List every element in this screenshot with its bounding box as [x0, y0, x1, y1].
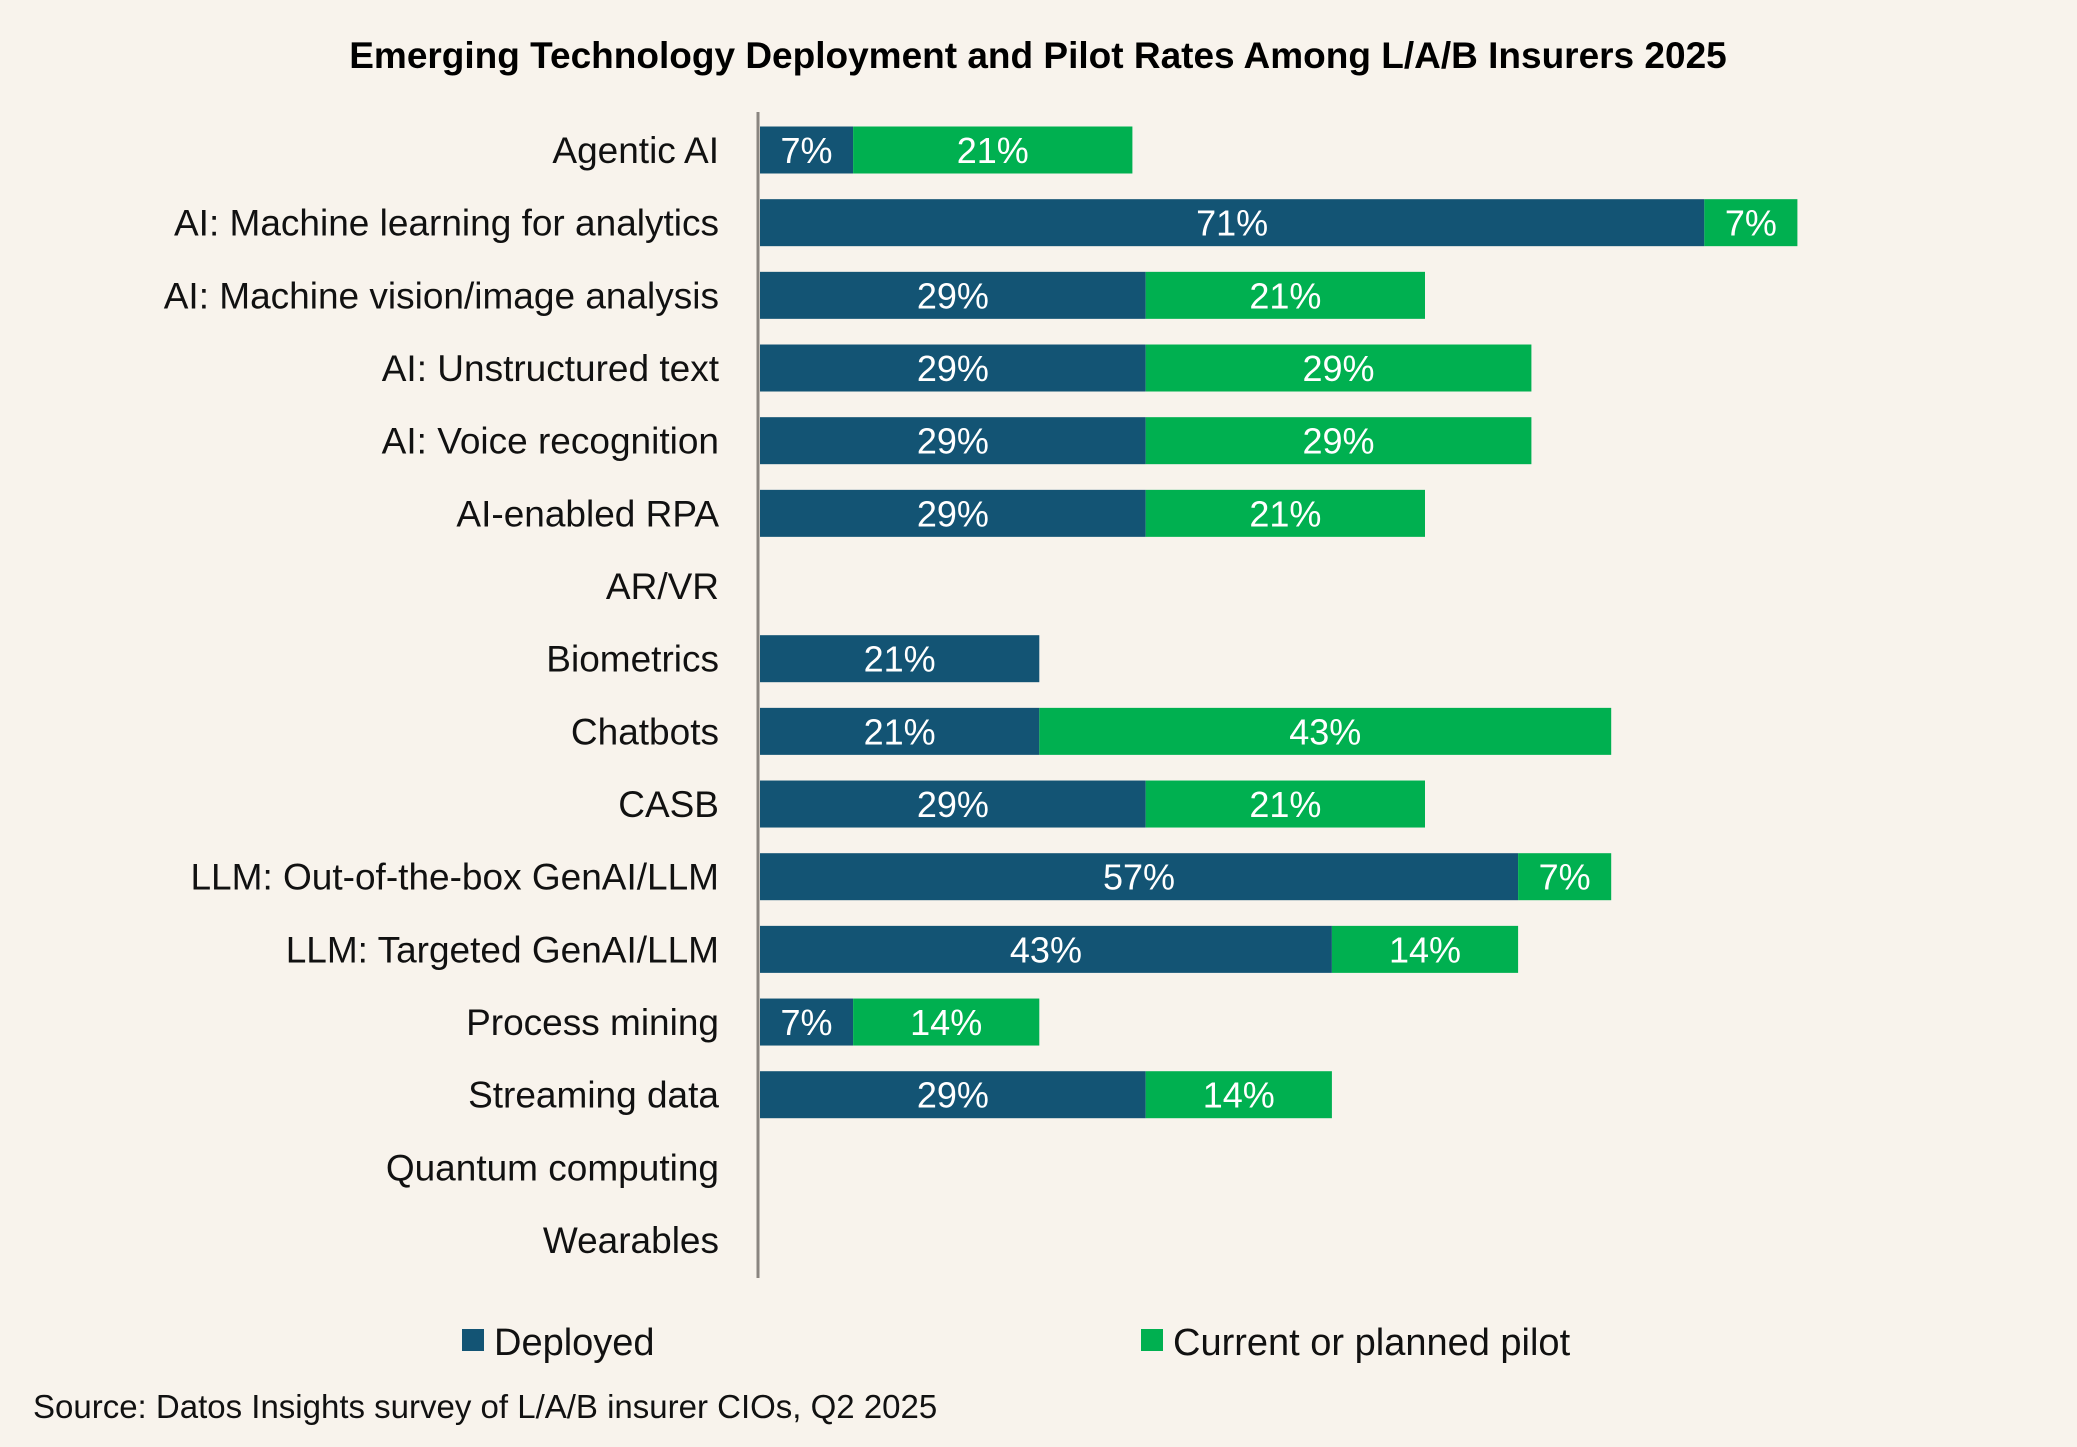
bar-pilot — [1331, 925, 1519, 973]
bar-pilot — [853, 126, 1133, 174]
bar-pilot — [1145, 1071, 1332, 1119]
bar-deployed — [760, 199, 1705, 247]
category-label: AI: Voice recognition — [382, 421, 719, 462]
bar-deployed — [760, 998, 854, 1046]
category-label: AI: Machine vision/image analysis — [164, 275, 719, 316]
category-label: Wearables — [543, 1220, 719, 1261]
bar-deployed — [760, 635, 1040, 683]
data-label-deployed: 29% — [917, 275, 989, 316]
legend-label-deployed: Deployed — [494, 1322, 655, 1364]
bar-pilot — [1704, 199, 1798, 247]
category-label: AI: Machine learning for analytics — [174, 203, 719, 244]
chart-title: Emerging Technology Deployment and Pilot… — [349, 35, 1726, 76]
data-label-deployed: 7% — [781, 1002, 833, 1043]
data-label-deployed: 29% — [917, 421, 989, 462]
category-label: Agentic AI — [552, 130, 719, 171]
legend-label-pilot: Current or planned pilot — [1173, 1322, 1571, 1364]
bar-pilot — [1145, 489, 1425, 537]
bar-pilot — [1039, 707, 1612, 755]
data-label-deployed: 43% — [1010, 929, 1082, 970]
legend: Deployed Current or planned pilot — [462, 1322, 1571, 1364]
category-label: LLM: Targeted GenAI/LLM — [286, 929, 719, 970]
bar-deployed — [760, 925, 1332, 973]
bar-deployed — [760, 344, 1146, 392]
bar-pilot — [1145, 417, 1532, 465]
data-label-pilot: 14% — [910, 1002, 982, 1043]
data-label-pilot: 21% — [1249, 784, 1321, 825]
data-label-pilot: 29% — [1303, 348, 1375, 389]
category-label: Chatbots — [571, 711, 719, 752]
category-label: AI-enabled RPA — [456, 493, 719, 534]
data-label-deployed: 29% — [917, 493, 989, 534]
category-label: Biometrics — [546, 639, 719, 680]
category-label: Streaming data — [468, 1075, 719, 1116]
category-label: AI: Unstructured text — [382, 348, 720, 389]
data-label-pilot: 21% — [1249, 275, 1321, 316]
data-label-deployed: 21% — [864, 711, 936, 752]
data-label-deployed: 29% — [917, 784, 989, 825]
bar-deployed — [760, 780, 1146, 828]
data-label-pilot: 7% — [1539, 857, 1591, 898]
bar-pilot — [1145, 344, 1532, 392]
category-label: Quantum computing — [386, 1147, 719, 1188]
data-label-deployed: 57% — [1103, 857, 1175, 898]
bar-deployed — [760, 707, 1040, 755]
data-label-deployed: 7% — [781, 130, 833, 171]
data-label-pilot: 14% — [1389, 929, 1461, 970]
bar-pilot — [853, 998, 1040, 1046]
data-label-deployed: 71% — [1196, 203, 1268, 244]
category-label: Process mining — [466, 1002, 719, 1043]
data-label-pilot: 21% — [1249, 493, 1321, 534]
bar-pilot — [1145, 780, 1425, 828]
bar-pilot — [1145, 271, 1425, 319]
data-label-pilot: 29% — [1303, 421, 1375, 462]
category-label: LLM: Out-of-the-box GenAI/LLM — [190, 857, 719, 898]
data-label-pilot: 14% — [1203, 1075, 1275, 1116]
legend-swatch-deployed — [462, 1329, 484, 1351]
bar-deployed — [760, 853, 1519, 901]
legend-swatch-pilot — [1141, 1329, 1163, 1351]
bar-deployed — [760, 417, 1146, 465]
data-label-deployed: 29% — [917, 1075, 989, 1116]
data-label-pilot: 7% — [1725, 203, 1777, 244]
bar-deployed — [760, 489, 1146, 537]
bar-deployed — [760, 271, 1146, 319]
bar-deployed — [760, 1071, 1146, 1119]
data-label-pilot: 21% — [957, 130, 1029, 171]
category-label: CASB — [618, 784, 719, 825]
bar-pilot — [1518, 853, 1612, 901]
data-label-pilot: 43% — [1289, 711, 1361, 752]
bar-deployed — [760, 126, 854, 174]
data-label-deployed: 29% — [917, 348, 989, 389]
source-note: Source: Datos Insights survey of L/A/B i… — [33, 1388, 937, 1425]
data-label-deployed: 21% — [864, 639, 936, 680]
category-label: AR/VR — [606, 566, 719, 607]
